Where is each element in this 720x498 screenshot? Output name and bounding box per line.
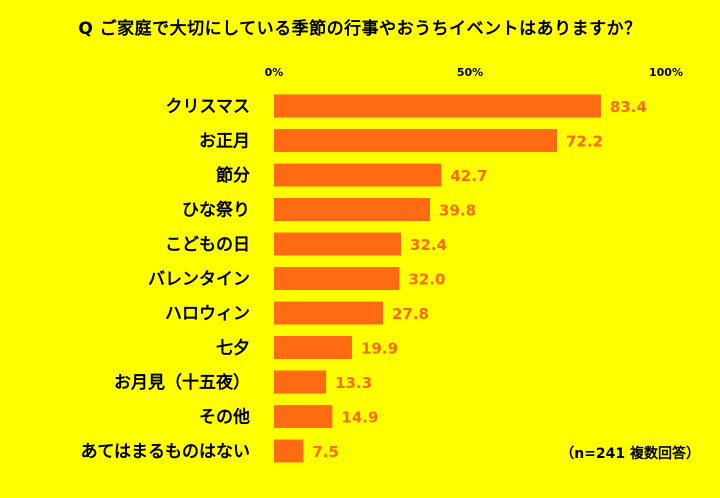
value-label: 83.4: [610, 98, 647, 116]
x-tick-label: 50%: [457, 66, 483, 79]
bar: [274, 163, 442, 187]
bar: [274, 232, 402, 256]
value-label: 13.3: [335, 374, 372, 392]
bar: [274, 267, 400, 290]
bar: [274, 336, 353, 359]
bar: [274, 301, 383, 325]
value-label: 42.7: [450, 167, 487, 185]
value-label: 14.9: [341, 409, 378, 427]
bar: [274, 198, 431, 221]
value-label: 7.5: [312, 443, 339, 461]
chart-title: Q ご家庭で大切にしている季節の行事やおうちイベントはありますか？: [78, 19, 642, 39]
category-label: ハロウィン: [165, 304, 250, 324]
category-label: 七夕: [216, 338, 250, 359]
bar: [274, 439, 304, 463]
value-label: 27.8: [392, 305, 429, 323]
x-tick-label: 100%: [649, 66, 683, 79]
value-label: 19.9: [361, 340, 398, 358]
category-label: クリスマス: [166, 97, 251, 117]
category-label: こどもの日: [165, 235, 250, 255]
category-label: その他: [199, 407, 250, 428]
category-label: あてはまるものはない: [81, 442, 250, 462]
bar: [274, 405, 333, 428]
x-tick-label: 0%: [265, 66, 284, 79]
category-label: バレンタイン: [148, 270, 250, 290]
sample-note: （n=241 複数回答）: [560, 446, 700, 462]
value-label: 32.0: [408, 271, 445, 289]
value-label: 39.8: [439, 202, 476, 220]
bar: [274, 129, 558, 152]
value-label: 72.2: [566, 133, 603, 151]
bar: [274, 94, 601, 118]
value-label: 32.4: [410, 236, 447, 254]
category-label: お正月: [199, 132, 250, 152]
category-label: 節分: [215, 165, 250, 186]
category-label: ひな祭り: [182, 200, 250, 221]
category-label: お月見（十五夜）: [114, 372, 250, 393]
bar: [274, 370, 327, 394]
